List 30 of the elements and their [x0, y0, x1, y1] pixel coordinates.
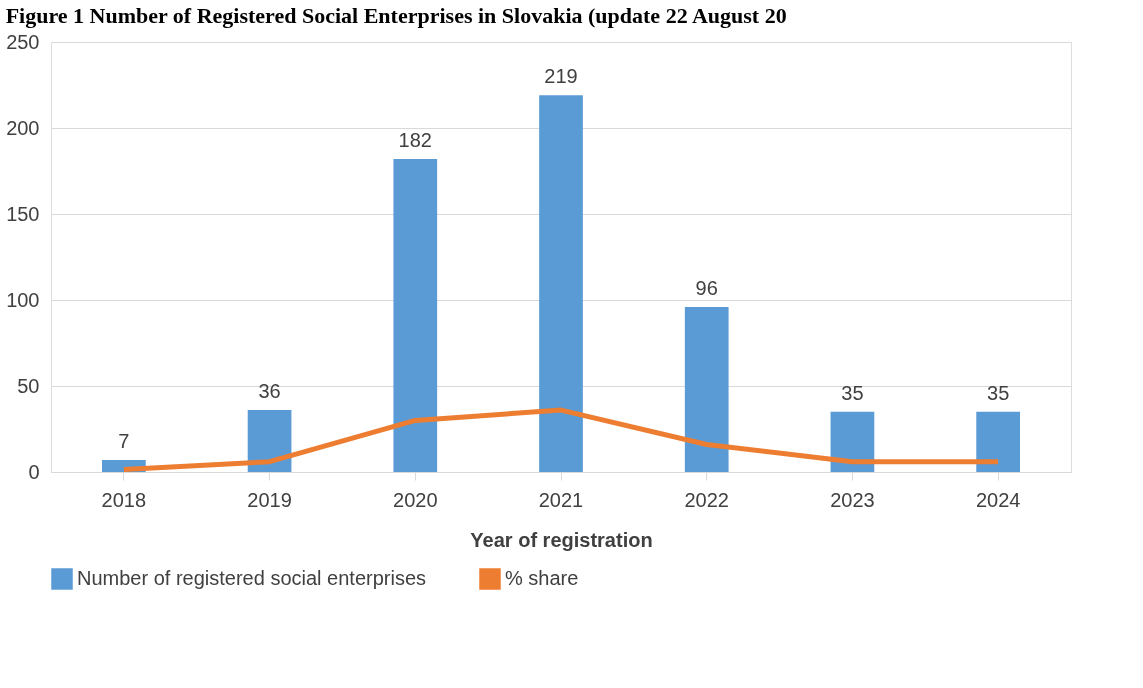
bar [976, 411, 1020, 472]
y-tick-label: 150 [6, 202, 40, 225]
x-tick-label: 2018 [101, 488, 147, 511]
bar [684, 306, 729, 472]
y-tick-label: 250 [6, 30, 40, 53]
data-label: 35 [841, 381, 864, 404]
x-tick-label: 2023 [830, 488, 875, 511]
chart-title: Figure 1 Number of Registered Social Enterprises in Slovakia (update 22 August 20 [5, 3, 787, 28]
data-label: 7 [118, 429, 130, 452]
bar [539, 95, 583, 472]
x-axis-title: Year of registration [470, 528, 653, 551]
legend-label: Number of registered social enterprises [77, 567, 427, 589]
x-tick-label: 2020 [393, 488, 438, 511]
x-tick-label: 2019 [247, 488, 292, 511]
y-tick-label: 0 [28, 460, 40, 483]
bar [830, 411, 875, 472]
y-tick-label: 200 [6, 116, 40, 139]
bar [247, 410, 292, 472]
x-tick-label: 2022 [684, 488, 729, 511]
data-label: 182 [398, 128, 432, 151]
x-tick-label: 2024 [975, 488, 1021, 511]
bar [393, 158, 438, 472]
data-label: 96 [695, 276, 718, 299]
data-label: 219 [544, 65, 578, 88]
y-tick-label: 50 [17, 374, 40, 397]
data-label: 36 [258, 380, 281, 403]
y-tick-label: 100 [6, 288, 40, 311]
x-tick-label: 2021 [538, 488, 584, 511]
legend-label: % share [505, 567, 579, 589]
data-label: 35 [987, 381, 1010, 404]
